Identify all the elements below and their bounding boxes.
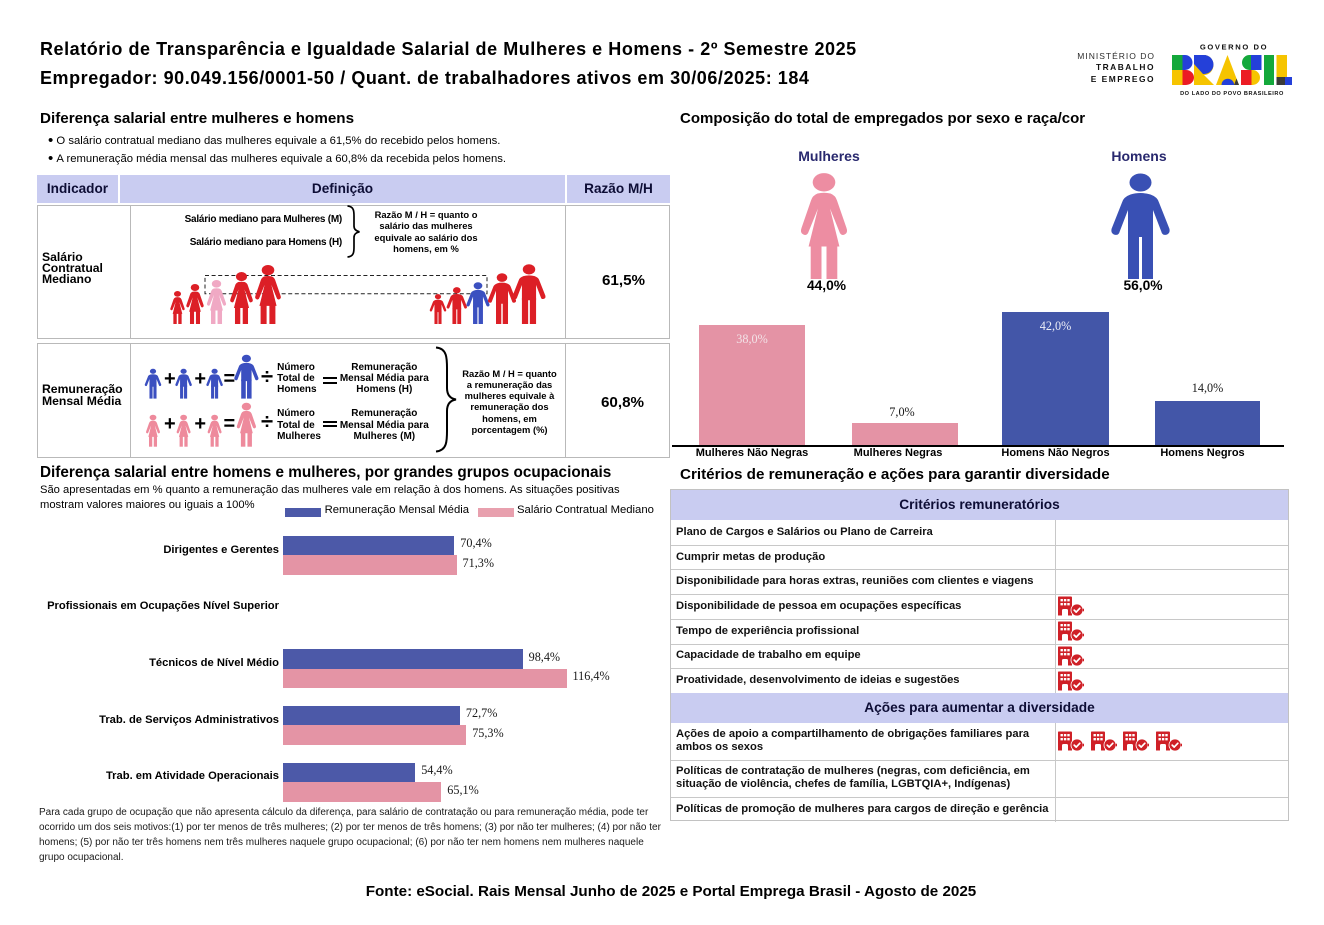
svg-text:DO LADO DO POVO BRASILEIRO: DO LADO DO POVO BRASILEIRO (1180, 91, 1284, 97)
svg-text:GOVERNO DO: GOVERNO DO (1200, 43, 1268, 52)
